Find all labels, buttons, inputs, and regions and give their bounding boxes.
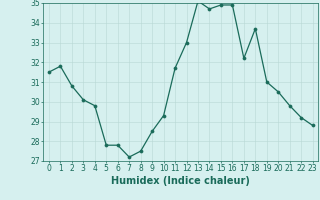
X-axis label: Humidex (Indice chaleur): Humidex (Indice chaleur) — [111, 176, 250, 186]
